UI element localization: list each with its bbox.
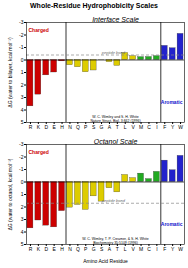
svg-text:M: M — [139, 124, 143, 130]
svg-text:-3: -3 — [19, 141, 24, 147]
svg-text:5: 5 — [21, 119, 24, 125]
svg-text:P: P — [84, 246, 88, 252]
svg-text:R: R — [29, 246, 33, 252]
svg-text:S: S — [100, 246, 104, 252]
svg-text:D: D — [44, 246, 48, 252]
svg-text:S: S — [92, 124, 96, 130]
svg-text:3: 3 — [21, 94, 24, 100]
svg-text:E: E — [52, 246, 56, 252]
svg-text:-1: -1 — [19, 44, 24, 50]
svg-text:-2: -2 — [19, 32, 24, 38]
svg-text:Charged: Charged — [29, 27, 49, 33]
svg-text:A: A — [108, 124, 112, 130]
svg-text:A: A — [108, 246, 112, 252]
svg-text:-3: -3 — [19, 19, 24, 25]
svg-text:peptide bond: peptide bond — [101, 198, 126, 203]
svg-text:I: I — [156, 124, 157, 130]
svg-text:Aromatic: Aromatic — [161, 221, 183, 227]
svg-text:N: N — [68, 124, 72, 130]
svg-text:E: E — [52, 124, 56, 130]
svg-text:Interface Scale: Interface Scale — [92, 16, 139, 24]
svg-text:Y: Y — [171, 124, 175, 130]
svg-text:W: W — [178, 124, 183, 130]
svg-text:Aromatic: Aromatic — [161, 99, 183, 105]
svg-text:1: 1 — [21, 191, 24, 197]
svg-text:1: 1 — [21, 69, 24, 75]
svg-text:M: M — [139, 246, 143, 252]
svg-text:Amino Acid Residue: Amino Acid Residue — [83, 258, 128, 264]
svg-text:W: W — [178, 246, 183, 252]
svg-text:K: K — [37, 246, 41, 252]
svg-text:D: D — [44, 124, 48, 130]
svg-text:3: 3 — [21, 216, 24, 222]
svg-text:Octanol Scale: Octanol Scale — [93, 138, 138, 146]
svg-text:Q: Q — [76, 124, 80, 130]
svg-text:V: V — [131, 124, 135, 130]
svg-text:ΔG (water to octanol, kcal mol: ΔG (water to octanol, kcal mol⁻¹) — [7, 158, 13, 230]
svg-text:I: I — [156, 246, 157, 252]
svg-text:ΔG (water to bilayer, kcal mol: ΔG (water to bilayer, kcal mol⁻¹) — [7, 37, 13, 108]
svg-text:5: 5 — [21, 241, 24, 247]
svg-text:T: T — [116, 246, 119, 252]
svg-text:-2: -2 — [19, 154, 24, 160]
svg-text:peptide bond: peptide bond — [101, 50, 126, 55]
svg-text:R: R — [29, 124, 33, 130]
svg-text:L: L — [124, 124, 127, 130]
svg-text:N: N — [68, 246, 72, 252]
svg-text:L: L — [124, 246, 127, 252]
svg-text:G: G — [92, 246, 96, 252]
svg-text:F: F — [163, 246, 166, 252]
svg-text:H: H — [60, 124, 64, 130]
svg-text:Q: Q — [76, 246, 80, 252]
svg-text:K: K — [37, 124, 41, 130]
svg-text:V: V — [131, 246, 135, 252]
svg-text:C: C — [147, 124, 151, 130]
html-text:Whole-Residue Hydrophobicity S: Whole-Residue Hydrophobicity Scales — [30, 2, 158, 9]
svg-text:T: T — [116, 124, 119, 130]
svg-text:F: F — [163, 124, 166, 130]
svg-text:W. C. Wimley, T. P. Creamer, &: W. C. Wimley, T. P. Creamer, & S. H. Whi… — [82, 237, 149, 245]
svg-text:2: 2 — [21, 204, 24, 210]
svg-text:H: H — [60, 246, 64, 252]
svg-text:4: 4 — [21, 229, 24, 235]
svg-text:Charged: Charged — [29, 149, 49, 155]
svg-text:0: 0 — [21, 57, 24, 63]
svg-text:W. C. Wimley and S. H. WhiteNa: W. C. Wimley and S. H. WhiteNature Struc… — [90, 115, 140, 123]
svg-text:C: C — [147, 246, 151, 252]
svg-text:P: P — [84, 124, 88, 130]
svg-text:Y: Y — [171, 246, 175, 252]
svg-text:-1: -1 — [19, 166, 24, 172]
svg-text:0: 0 — [21, 179, 24, 185]
svg-text:2: 2 — [21, 82, 24, 88]
svg-text:4: 4 — [21, 107, 24, 113]
svg-text:G: G — [100, 124, 104, 130]
